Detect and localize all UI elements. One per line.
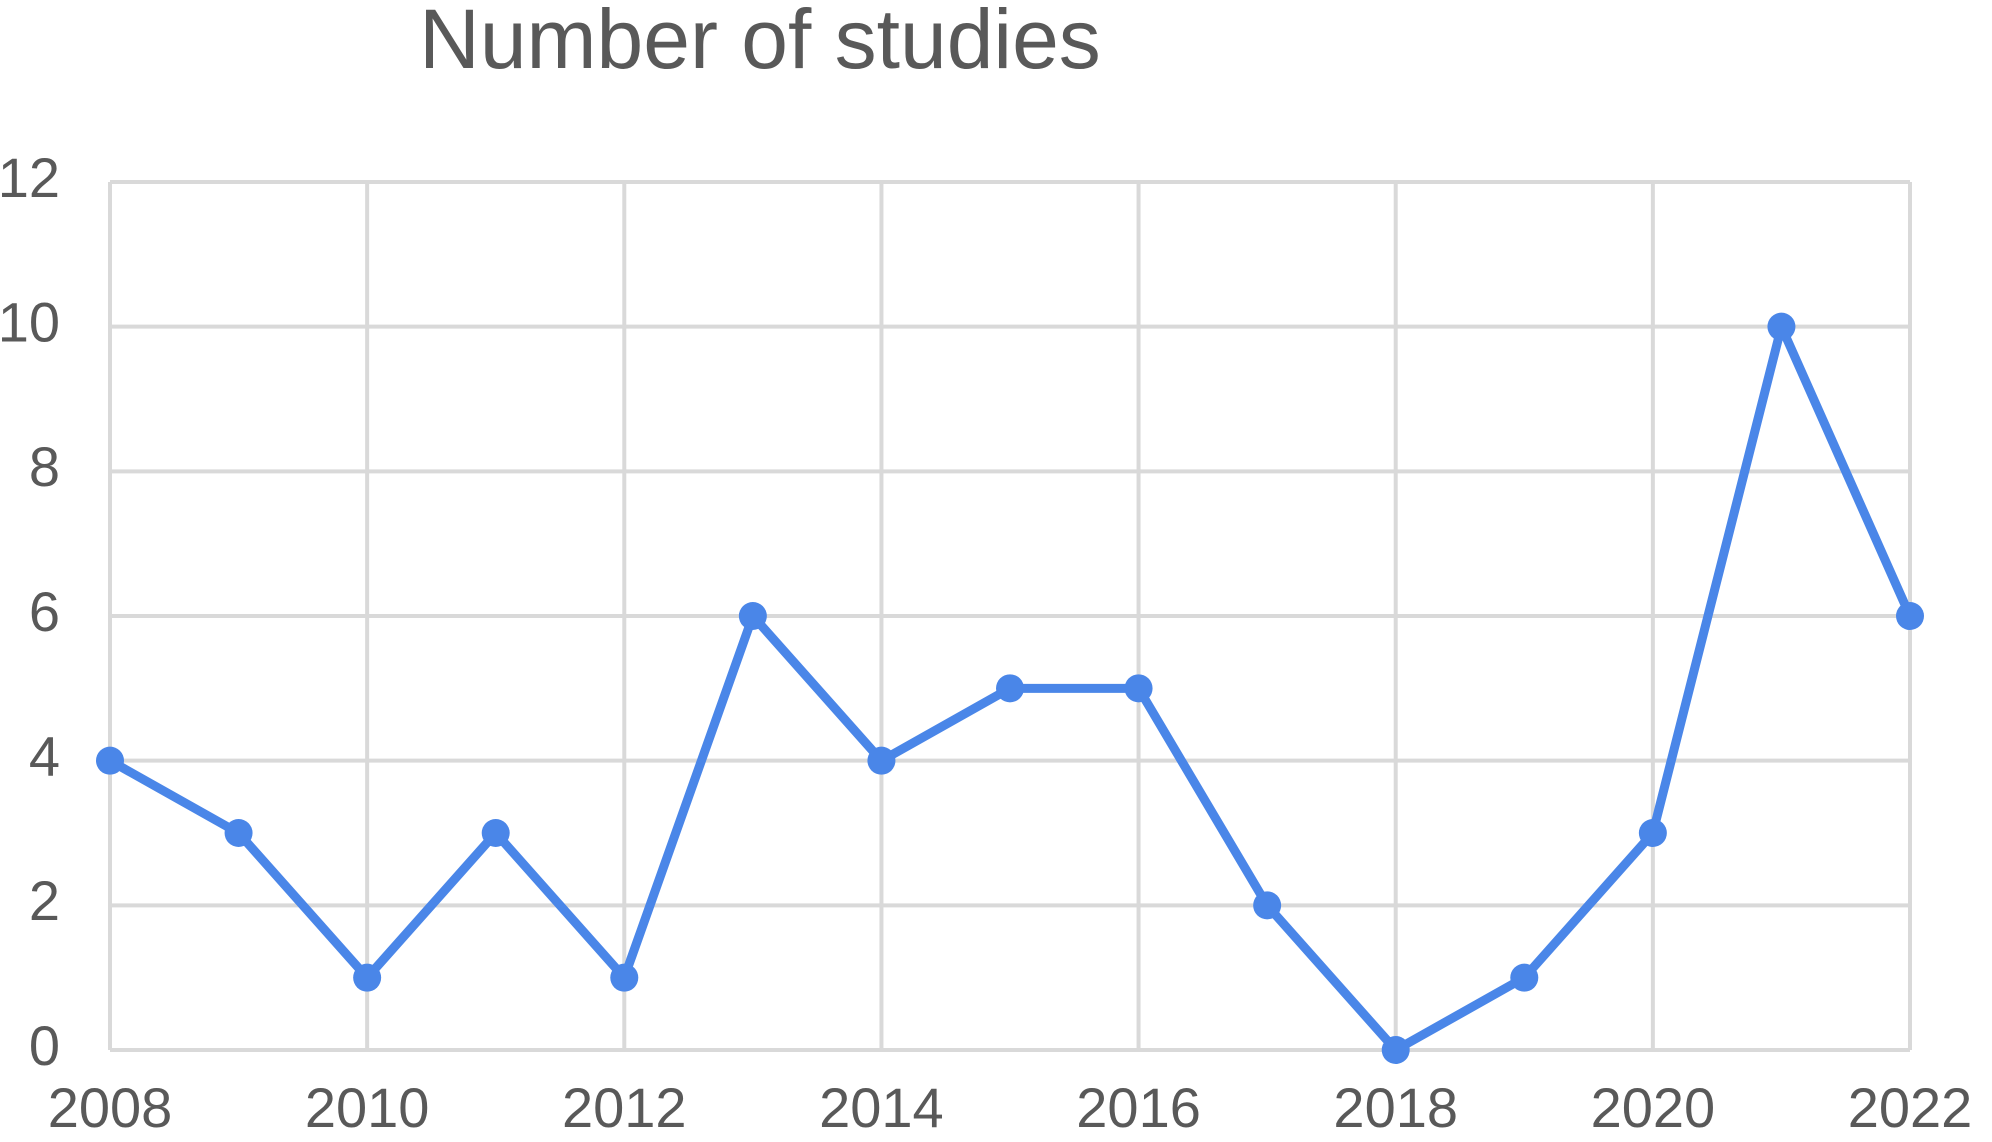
- point: [353, 963, 382, 992]
- x-tick-label: 2012: [562, 1076, 687, 1139]
- point: [96, 746, 124, 775]
- x-tick-label: 2010: [305, 1076, 430, 1139]
- point: [1767, 312, 1796, 341]
- x-tick-label: 2020: [1591, 1076, 1716, 1139]
- point: [610, 963, 639, 992]
- point: [1253, 891, 1282, 920]
- chart-title: Number of studies: [419, 0, 1101, 86]
- point: [1381, 1036, 1410, 1064]
- point: [1124, 674, 1153, 703]
- x-tick-label: 2022: [1848, 1076, 1973, 1139]
- y-tick-label: 10: [0, 290, 60, 353]
- point: [224, 819, 253, 847]
- point: [1896, 602, 1924, 630]
- point: [738, 602, 767, 630]
- point: [1638, 819, 1667, 847]
- point: [867, 746, 896, 775]
- x-tick-label: 2018: [1333, 1076, 1458, 1139]
- x-tick-label: 2014: [819, 1076, 944, 1139]
- point: [1510, 963, 1539, 992]
- y-tick-label: 12: [0, 146, 60, 209]
- point: [481, 819, 510, 847]
- y-tick-label: 2: [29, 869, 60, 932]
- y-tick-label: 8: [29, 435, 60, 498]
- point: [996, 674, 1024, 703]
- y-tick-label: 6: [29, 580, 60, 643]
- y-tick-label: 4: [29, 724, 60, 787]
- x-tick-label: 2016: [1076, 1076, 1201, 1139]
- y-tick-label: 0: [29, 1014, 60, 1077]
- x-tick-label: 2008: [48, 1076, 173, 1139]
